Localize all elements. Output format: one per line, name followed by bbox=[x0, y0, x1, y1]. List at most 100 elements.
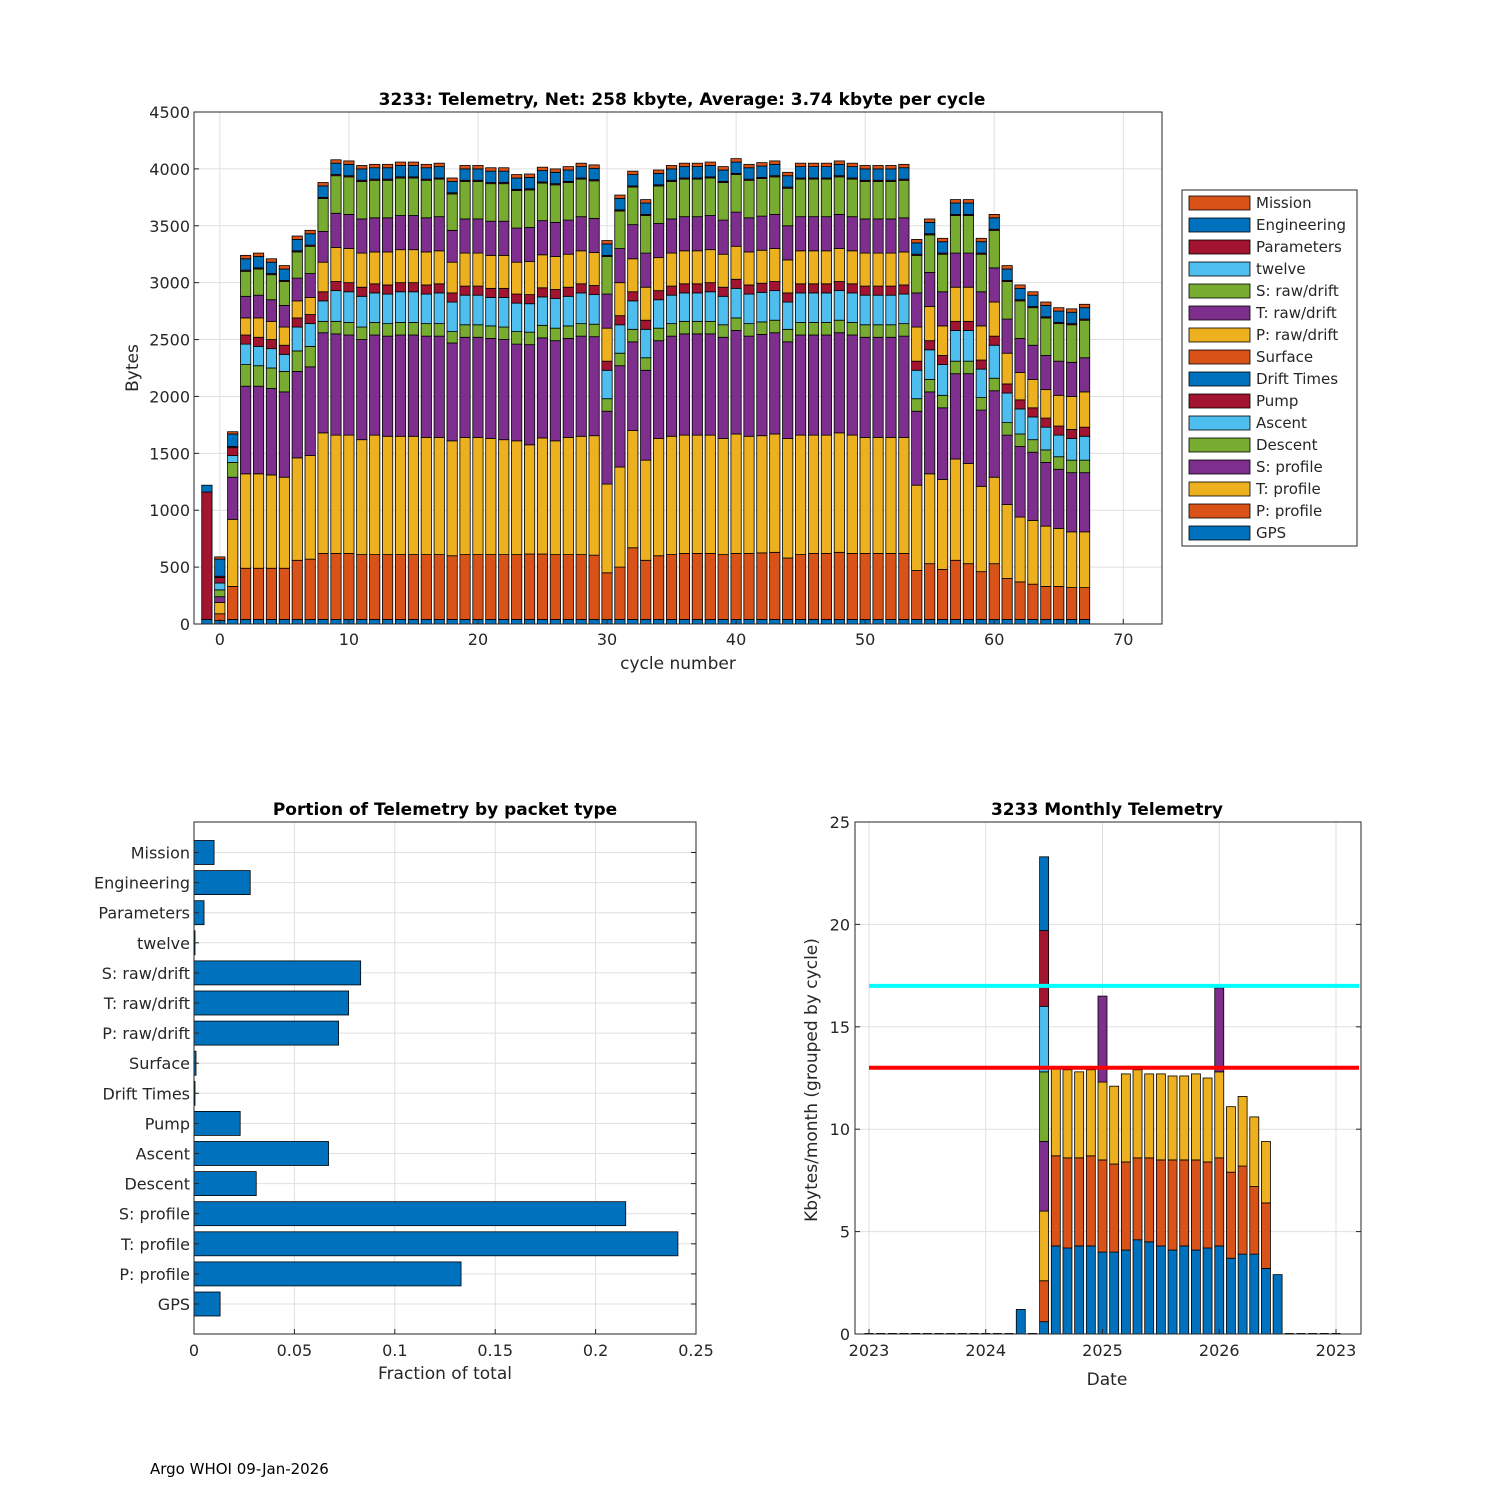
bar-segment-pump bbox=[434, 284, 444, 293]
bar-segment-p-raw-drift bbox=[460, 253, 470, 286]
bar-segment-s-profile bbox=[434, 336, 444, 437]
bar-segment-gps bbox=[925, 619, 935, 624]
bar-segment-ascent bbox=[395, 292, 405, 323]
top-chart-xlabel: cycle number bbox=[620, 654, 736, 674]
bar-segment-engineering bbox=[344, 164, 354, 175]
bar-segment-descent bbox=[253, 366, 263, 386]
bar-segment-p-profile bbox=[912, 571, 922, 620]
monthly-bar-segment-yellow bbox=[1226, 1107, 1235, 1173]
bar-segment-t-profile bbox=[653, 439, 663, 556]
bar-segment-pump bbox=[228, 448, 238, 456]
bar-segment-descent bbox=[408, 322, 418, 335]
bar-segment-mission bbox=[770, 161, 780, 164]
bar-segment-ascent bbox=[899, 294, 909, 324]
hbar-chart-xlabel: Fraction of total bbox=[378, 1364, 512, 1384]
bar-segment-s-raw-drift bbox=[305, 246, 315, 273]
bar-segment-ascent bbox=[279, 354, 289, 371]
bar-segment-t-raw-drift bbox=[783, 226, 793, 260]
bar-segment-t-profile bbox=[318, 433, 328, 554]
bar-segment-t-raw-drift bbox=[679, 217, 689, 251]
bar-segment-engineering bbox=[602, 244, 612, 255]
bar-segment-t-profile bbox=[395, 436, 405, 554]
monthly-bar-segment-blue bbox=[1168, 1250, 1177, 1334]
bar-segment-s-profile bbox=[744, 336, 754, 436]
bar-segment-p-profile bbox=[447, 556, 457, 620]
bar-segment-p-profile bbox=[576, 555, 586, 620]
bar-segment-p-profile bbox=[292, 560, 302, 619]
bar-segment-ascent bbox=[228, 456, 238, 463]
bar-segment-s-profile bbox=[899, 336, 909, 437]
bar-segment-descent bbox=[473, 325, 483, 338]
bar-segment-s-profile bbox=[589, 337, 599, 436]
bar-segment-gps bbox=[937, 619, 947, 624]
bar-segment-t-raw-drift bbox=[279, 305, 289, 327]
bar-segment-mission bbox=[1079, 304, 1089, 307]
bar-segment-t-profile bbox=[808, 435, 818, 553]
bar-segment-pump bbox=[899, 285, 909, 294]
bar-segment-s-raw-drift bbox=[589, 181, 599, 219]
bar-segment-s-profile bbox=[473, 337, 483, 437]
bar-segment-ascent bbox=[873, 295, 883, 325]
bar-segment-mission bbox=[860, 165, 870, 168]
bar-segment-ascent bbox=[344, 292, 354, 323]
bar-segment-engineering bbox=[718, 170, 728, 181]
bar-segment-p-profile bbox=[473, 555, 483, 620]
bar-segment-mission bbox=[976, 238, 986, 241]
monthly-xtick-label: 2025 bbox=[1082, 1341, 1123, 1360]
bar-segment-t-raw-drift bbox=[899, 218, 909, 252]
bar-segment-ascent bbox=[937, 365, 947, 396]
bar-segment-p-raw-drift bbox=[757, 250, 767, 283]
bar-segment-ascent bbox=[731, 288, 741, 318]
monthly-bar-segment-blue bbox=[1016, 1309, 1025, 1334]
bar-segment-gps bbox=[512, 619, 522, 624]
bar-segment-t-raw-drift bbox=[292, 278, 302, 301]
bar-segment-pump bbox=[912, 361, 922, 370]
bar-segment-t-profile bbox=[460, 437, 470, 554]
bar-segment-ascent bbox=[318, 301, 328, 321]
bar-segment-t-profile bbox=[628, 431, 638, 548]
bar-segment-descent bbox=[873, 325, 883, 338]
bar-segment-pump bbox=[1079, 427, 1089, 436]
bar-segment-mission bbox=[757, 163, 767, 166]
bar-segment-gps bbox=[537, 619, 547, 624]
bar-segment-s-raw-drift bbox=[731, 175, 741, 213]
bar-segment-p-raw-drift bbox=[512, 262, 522, 294]
bar-segment-s-profile bbox=[834, 333, 844, 433]
bar-segment-gps bbox=[305, 619, 315, 624]
bar-segment-p-raw-drift bbox=[1015, 373, 1025, 400]
bar-segment-p-profile bbox=[524, 554, 534, 619]
bar-segment-mission bbox=[925, 219, 935, 222]
bar-segment-engineering bbox=[808, 167, 818, 178]
bar-segment-gps bbox=[253, 619, 263, 624]
bar-segment-t-profile bbox=[976, 486, 986, 571]
bar-segment-engineering bbox=[925, 222, 935, 233]
bar-segment-s-profile bbox=[357, 340, 367, 440]
hbar-category-label: S: raw/drift bbox=[102, 964, 190, 983]
bar-segment-t-raw-drift bbox=[615, 249, 625, 283]
bar-segment-t-profile bbox=[705, 435, 715, 553]
legend-swatch-descent bbox=[1189, 438, 1250, 452]
bar-segment-engineering bbox=[589, 168, 599, 179]
bar-segment-p-raw-drift bbox=[705, 250, 715, 283]
bar-segment-pump bbox=[215, 577, 225, 583]
bar-segment-s-profile bbox=[408, 335, 418, 436]
bar-segment-p-profile bbox=[382, 555, 392, 620]
bar-segment-pump bbox=[421, 285, 431, 294]
bar-segment-engineering bbox=[279, 269, 289, 280]
monthly-bar-segment-blue bbox=[1238, 1254, 1247, 1334]
bar-segment-pump bbox=[460, 286, 470, 295]
bar-segment-p-profile bbox=[589, 555, 599, 619]
monthly-bar-segment-yellow bbox=[1203, 1078, 1212, 1162]
bar-segment-s-profile bbox=[331, 334, 341, 435]
bar-segment-gps bbox=[1002, 619, 1012, 624]
bar-segment-p-profile bbox=[976, 572, 986, 620]
bar-segment-s-profile bbox=[344, 335, 354, 435]
bar-segment-mission bbox=[421, 164, 431, 167]
bar-segment-s-profile bbox=[976, 410, 986, 486]
bar-segment-engineering bbox=[783, 176, 793, 187]
bar-segment-ascent bbox=[641, 329, 651, 357]
bar-segment-ascent bbox=[744, 294, 754, 324]
bar-segment-ascent bbox=[1028, 417, 1038, 440]
monthly-bar-segment-blue bbox=[1145, 1242, 1154, 1334]
legend-label-descent: Descent bbox=[1256, 436, 1318, 454]
